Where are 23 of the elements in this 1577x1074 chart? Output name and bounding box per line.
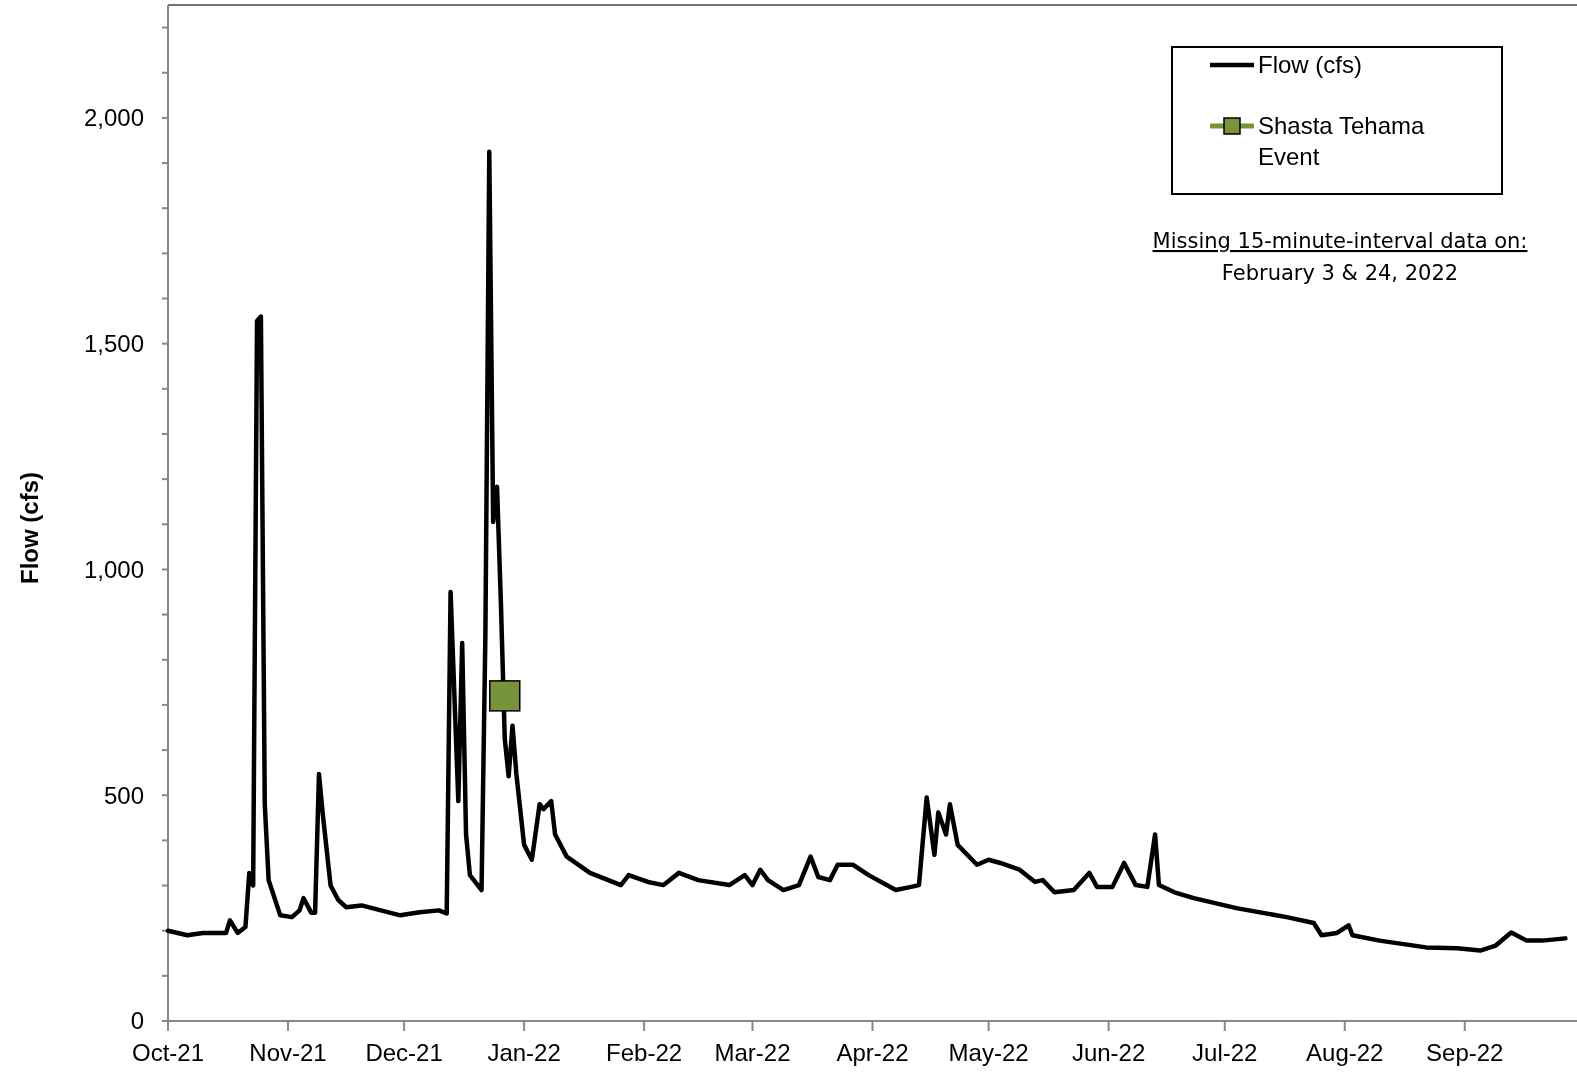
annotation: Missing 15-minute-interval data on: <box>1152 229 1528 253</box>
y-tick-label: 1,500 <box>83 330 144 358</box>
y-tick-label: 0 <box>130 1007 144 1035</box>
x-tick-label: Jun-22 <box>1071 1039 1146 1066</box>
annotation: February 3 & 24, 2022 <box>1221 261 1459 285</box>
y-axis-title: Flow (cfs) <box>16 472 43 584</box>
x-tick-label: Feb-22 <box>606 1039 683 1066</box>
x-tick-label: Apr-22 <box>836 1039 909 1066</box>
y-tick-label: 500 <box>103 781 144 809</box>
x-tick-label: Oct-21 <box>131 1039 205 1066</box>
x-tick-label: Sep-22 <box>1426 1039 1504 1066</box>
legend-label: Shasta Tehama Event <box>1258 112 1425 170</box>
y-tick-label: 1,000 <box>83 555 144 583</box>
x-tick-label: Nov-21 <box>249 1039 327 1066</box>
x-tick-label: Jul-22 <box>1192 1039 1258 1066</box>
x-tick-label: Mar-22 <box>714 1039 791 1066</box>
x-tick-label: Dec-21 <box>365 1039 443 1066</box>
y-tick-label: 2,000 <box>83 104 144 132</box>
x-tick-label: May-22 <box>948 1039 1029 1066</box>
x-tick-label: Jan-22 <box>487 1039 561 1066</box>
x-tick-label: Aug-22 <box>1306 1039 1384 1066</box>
legend-label: Flow (cfs) <box>1258 51 1362 78</box>
line-series <box>165 149 1568 953</box>
